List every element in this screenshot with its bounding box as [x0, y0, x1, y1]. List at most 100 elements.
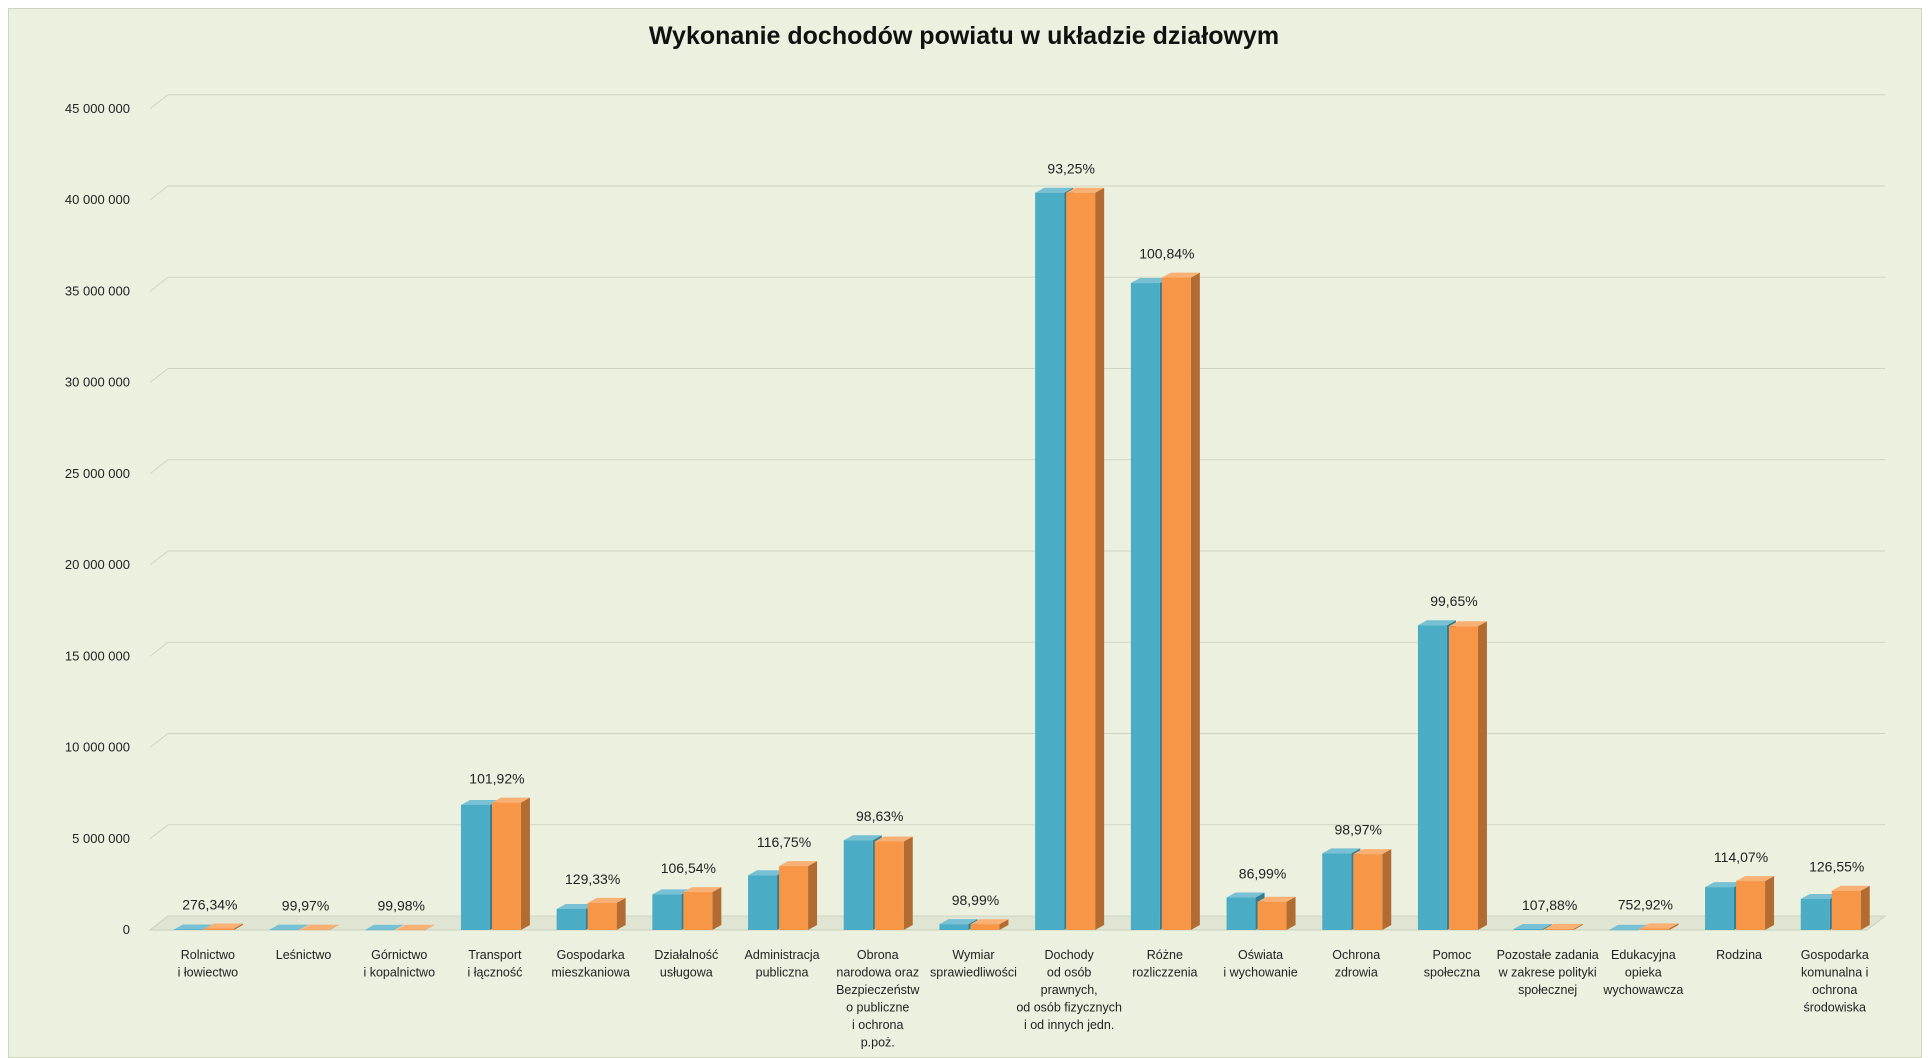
bar-top — [1417, 620, 1456, 626]
bar-side — [1669, 923, 1679, 930]
bar-front — [1066, 192, 1096, 930]
bar-front — [1544, 928, 1574, 930]
bar-side — [1477, 621, 1487, 930]
bar-executed-8 — [970, 919, 1009, 930]
bar-side — [999, 919, 1009, 930]
data-label: 101,92% — [469, 771, 524, 787]
bar-top — [365, 924, 404, 930]
bar-side — [1573, 923, 1583, 930]
x-tick-label: Oświata i wychowanie — [1223, 948, 1297, 980]
bar-front — [491, 802, 521, 930]
bar-top — [748, 870, 787, 876]
bar-side — [712, 887, 722, 930]
data-label: 752,92% — [1618, 896, 1673, 912]
bar-side — [903, 836, 913, 930]
bar-top — [1226, 892, 1265, 898]
y-tick-label: 40 000 000 — [65, 192, 130, 207]
bar-side — [233, 923, 243, 930]
bar-top — [204, 923, 243, 929]
bar-top — [460, 799, 499, 805]
bar-top — [1257, 896, 1296, 902]
bar-front — [1257, 901, 1287, 930]
data-label: 114,07% — [1714, 849, 1768, 865]
data-label: 107,88% — [1522, 897, 1577, 913]
gridline-depth — [149, 459, 169, 475]
bar-top — [173, 924, 212, 930]
x-tick-label: Wymiar sprawiedliwości — [930, 948, 1017, 980]
bar-top — [1066, 187, 1105, 193]
bar-executed-4 — [587, 897, 626, 930]
bar-executed-10 — [1161, 272, 1200, 930]
data-label: 98,63% — [856, 808, 903, 824]
bar-front — [748, 875, 778, 930]
bar-front — [1831, 890, 1861, 930]
data-label: 106,54% — [661, 860, 716, 876]
bar-executed-2 — [396, 924, 435, 931]
bar-front — [1353, 854, 1383, 930]
data-label: 129,33% — [565, 871, 620, 887]
data-label: 99,98% — [378, 898, 425, 914]
bar-top — [1161, 272, 1200, 278]
bar-top — [843, 835, 882, 841]
bar-front — [779, 866, 809, 930]
bar-front — [874, 841, 904, 930]
x-tick-label: Gospodarka komunalna i ochrona środowiska — [1801, 948, 1869, 1015]
bar-side — [1765, 876, 1775, 930]
y-tick-label: 35 000 000 — [65, 283, 130, 298]
bar-front — [204, 928, 234, 930]
data-label: 126,55% — [1809, 859, 1864, 875]
x-tick-label: Pomoc społeczna — [1424, 948, 1480, 980]
bar-front — [365, 929, 395, 931]
x-tick-label: Górnictwo i kopalnictwo — [363, 948, 435, 980]
bar-executed-17 — [1831, 885, 1870, 930]
data-label: 99,97% — [282, 898, 329, 914]
y-tick-label: 30 000 000 — [65, 375, 130, 390]
bar-side — [808, 861, 818, 930]
bar-executed-16 — [1736, 876, 1775, 930]
bar-top — [779, 861, 818, 867]
bar-front — [300, 929, 330, 931]
gridlines — [148, 94, 1887, 931]
data-label: 98,99% — [952, 892, 999, 908]
bar-executed-11 — [1257, 896, 1296, 930]
bar-executed-6 — [779, 861, 818, 930]
bar-front — [1130, 283, 1160, 931]
bar-planned-1 — [269, 924, 308, 931]
x-tick-label: Rodzina — [1716, 948, 1762, 962]
bar-side — [520, 797, 530, 930]
y-tick-label: 45 000 000 — [65, 101, 130, 116]
bar-front — [587, 902, 617, 930]
gridline-depth — [149, 550, 169, 566]
bar-top — [1640, 923, 1679, 929]
bar-top — [1831, 885, 1870, 891]
bar-executed-0 — [204, 923, 243, 930]
bar-front — [1161, 277, 1191, 930]
bar-executed-7 — [874, 836, 913, 930]
x-tick-label: Leśnictwo — [276, 948, 332, 962]
bar-front — [1736, 881, 1766, 930]
x-tick-label: Dochody od osób prawnych, od osób fizycznyc… — [1016, 948, 1122, 1032]
bar-top — [939, 919, 978, 925]
bar-front — [269, 929, 299, 931]
bar-front — [939, 924, 969, 930]
bar-side — [1286, 896, 1296, 930]
bar-top — [1513, 923, 1552, 929]
chart-area — [8, 8, 1922, 1058]
bar-front — [970, 924, 1000, 930]
bar-side — [1095, 187, 1105, 930]
bar-top — [1130, 278, 1169, 284]
bar-executed-14 — [1544, 923, 1583, 930]
bar-side — [298, 924, 308, 930]
gridline-depth — [149, 185, 169, 201]
bar-top — [1800, 893, 1839, 899]
bar-front — [1640, 928, 1670, 930]
bar-top — [1736, 876, 1775, 882]
bar-side — [394, 924, 404, 930]
data-label: 99,65% — [1430, 593, 1477, 609]
bar-executed-13 — [1448, 621, 1487, 930]
x-tick-label: Pozostałe zadania w zakrese polityki społe… — [1497, 948, 1599, 997]
x-tick-label: Ochrona zdrowia — [1332, 948, 1380, 980]
bar-front — [1322, 853, 1352, 930]
gridline-depth — [149, 733, 169, 748]
gridline-depth — [149, 915, 169, 931]
